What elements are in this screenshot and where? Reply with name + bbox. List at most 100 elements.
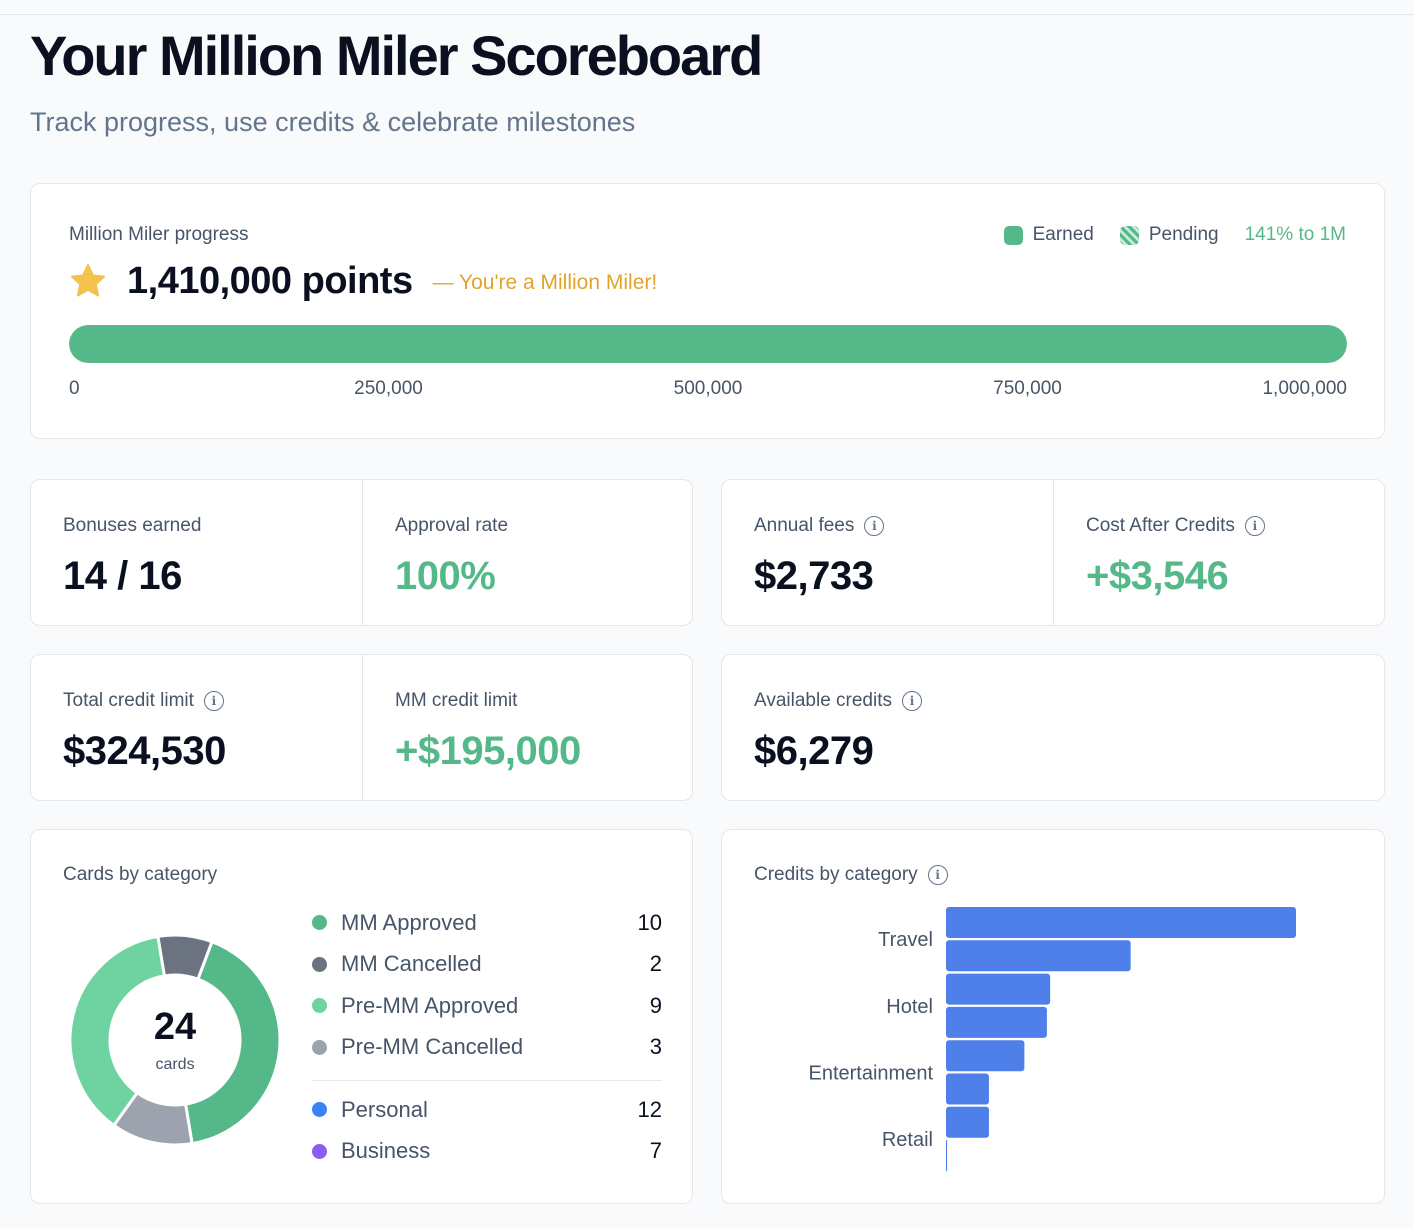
bonuses-value: 14 / 16 [63, 554, 182, 598]
bonuses-stat: Bonuses earned 14 / 16 [31, 480, 362, 625]
donut-svg [68, 933, 282, 1147]
legend-dot [312, 915, 327, 931]
type-label: Business [341, 1138, 431, 1164]
tick-label: 250,000 [354, 378, 423, 399]
category-list: MM Approved 10 MM Cancelled 2 Pre-MM App… [312, 902, 662, 1172]
info-icon[interactable]: i [927, 865, 948, 885]
info-icon[interactable]: i [864, 516, 885, 536]
stats-card-right-1: Annual fees i $2,733 Cost After Credits … [721, 479, 1385, 626]
tick-label: 1,000,000 [1262, 378, 1347, 399]
donut-chart: 24 cards [68, 933, 282, 1147]
category-tick-label: Hotel [886, 996, 933, 1018]
progress-label: Million Miler progress [69, 224, 249, 245]
progress-track [69, 325, 1347, 363]
progress-percent: 141% to 1M [1244, 224, 1346, 245]
category-tick-label: Travel [878, 929, 933, 951]
cards-by-category-title: Cards by category [63, 864, 218, 885]
credits-bar-chart: Travel Hotel Entertainment Retail [808, 907, 1296, 1172]
category-label: MM Cancelled [341, 951, 482, 977]
progress-card: Million Miler progress Earned Pending 14… [30, 183, 1385, 439]
total-credit-value: $324,530 [63, 729, 226, 773]
list-item: Personal 12 [312, 1089, 662, 1131]
credits-title-row: Credits by category i [754, 864, 948, 886]
available-label: Available credits [754, 690, 893, 711]
list-item: Pre-MM Cancelled 3 [312, 1027, 662, 1069]
category-label: MM Approved [341, 909, 477, 935]
info-icon[interactable]: i [1244, 516, 1265, 536]
donut-slice [183, 939, 282, 1146]
approval-label: Approval rate [395, 515, 509, 536]
bar [946, 1140, 948, 1172]
cost-after-label: Cost After Credits [1086, 515, 1235, 536]
approval-stat: Approval rate 100% [363, 480, 694, 625]
star-icon [70, 263, 106, 297]
legend-earned-label: Earned [1032, 224, 1094, 245]
credits-by-category-card: Credits by category i Travel Hotel Enterta… [721, 829, 1385, 1204]
stats-card-left-1: Bonuses earned 14 / 16 Approval rate 100… [30, 479, 693, 626]
top-divider [0, 14, 1414, 15]
stats-card-left-2: Total credit limit i $324,530 MM credit … [30, 654, 693, 801]
donut-slice [68, 934, 167, 1128]
donut-center: 24 cards [69, 934, 281, 1146]
list-item: Pre-MM Approved 9 [312, 985, 662, 1027]
total-credit-label-row: Total credit limit i [63, 689, 330, 713]
type-count: 7 [649, 1138, 662, 1164]
type-label: Personal [341, 1096, 428, 1122]
legend-earned: Earned [1003, 224, 1094, 246]
category-tick-label: Retail [882, 1129, 933, 1151]
points-value: 1,410,000 points [127, 259, 413, 302]
annual-fees-label-row: Annual fees i [754, 514, 1021, 538]
stat-divider [362, 655, 363, 800]
legend-dot [312, 956, 327, 972]
earned-swatch [1003, 225, 1023, 245]
legend-dot [312, 1143, 327, 1159]
mm-credit-value: +$195,000 [395, 729, 581, 773]
progress-legend: Earned Pending 141% to 1M [1003, 224, 1346, 246]
category-tick-label: Entertainment [808, 1062, 933, 1084]
legend-pending-label: Pending [1148, 224, 1219, 245]
mm-credit-stat: MM credit limit +$195,000 [363, 655, 694, 800]
bar [946, 1106, 989, 1138]
available-label-row: Available credits i [754, 689, 1290, 713]
progress-fill [69, 325, 1347, 363]
donut-slice [156, 933, 214, 982]
list-item: MM Approved 10 [312, 902, 662, 944]
bar [946, 973, 1051, 1005]
donut-total: 24 [153, 1006, 197, 1048]
cost-after-label-row: Cost After Credits i [1086, 514, 1353, 538]
info-icon[interactable]: i [203, 691, 224, 711]
mm-credit-label: MM credit limit [395, 690, 518, 711]
category-count: 9 [649, 992, 662, 1018]
legend-dot [312, 998, 327, 1014]
bar [946, 907, 1296, 938]
points-row: 1,410,000 points — You're a Million Mile… [69, 258, 657, 304]
annual-fees-stat: Annual fees i $2,733 [722, 480, 1053, 625]
page-title: Your Million Miler Scoreboard [30, 24, 763, 87]
info-icon[interactable]: i [902, 691, 923, 711]
pending-swatch [1119, 225, 1139, 245]
list-item: MM Cancelled 2 [312, 944, 662, 986]
bonuses-label: Bonuses earned [63, 515, 202, 536]
bar [946, 940, 1131, 972]
list-item: Business 7 [312, 1131, 662, 1173]
legend-dot [312, 1039, 327, 1055]
available-credits-stat: Available credits i $6,279 [722, 655, 1322, 800]
donut-caption: cards [155, 1056, 195, 1073]
cards-by-category-card: Cards by category 24 cards MM Approved 1… [30, 829, 693, 1204]
bar [946, 1073, 989, 1105]
category-count: 2 [649, 951, 662, 977]
stat-divider [1053, 480, 1054, 625]
available-value: $6,279 [754, 729, 874, 773]
cost-after-stat: Cost After Credits i +$3,546 [1054, 480, 1385, 625]
cost-after-value: +$3,546 [1086, 554, 1229, 598]
category-label: Pre-MM Cancelled [341, 1034, 524, 1060]
bar [946, 1006, 1047, 1038]
million-miler-note: — You're a Million Miler! [432, 271, 658, 294]
stat-divider [362, 480, 363, 625]
bar [946, 1040, 1025, 1072]
total-credit-stat: Total credit limit i $324,530 [31, 655, 362, 800]
page-subtitle: Track progress, use credits & celebrate … [30, 107, 636, 137]
total-credit-label: Total credit limit [63, 690, 194, 711]
list-divider [312, 1080, 662, 1081]
progress-ticks: 0 250,000 500,000 750,000 1,000,000 [69, 378, 1347, 402]
